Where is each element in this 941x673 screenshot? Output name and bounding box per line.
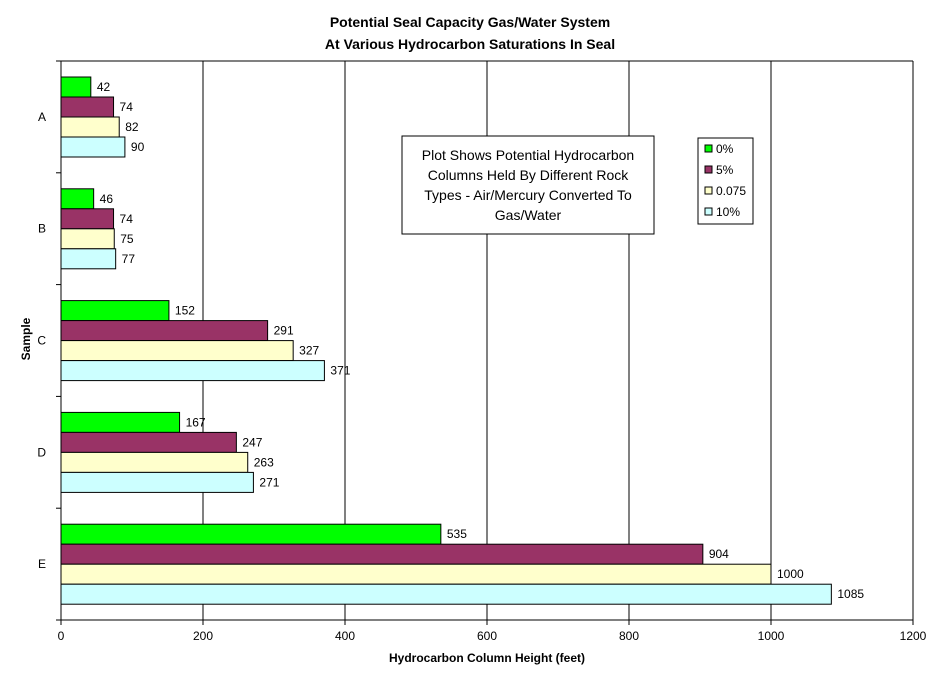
y-tick-label-B: B — [38, 222, 46, 236]
x-tick-label: 200 — [193, 629, 213, 643]
bar-C-0% — [60, 300, 170, 322]
bar-B-0.075 — [60, 228, 115, 250]
data-label: 1085 — [837, 587, 864, 601]
x-tick-label: 0 — [58, 629, 65, 643]
x-tick-label: 600 — [477, 629, 497, 643]
data-label: 263 — [254, 455, 274, 469]
data-label: 82 — [125, 120, 139, 134]
legend-swatch-10% — [704, 207, 713, 216]
bar-E-0.075 — [60, 563, 772, 585]
data-label: 327 — [299, 344, 319, 358]
bar-E-10% — [60, 583, 832, 605]
data-label: 90 — [131, 140, 145, 154]
axes: 0 200 400 600 800 1000 1200 A B C D E — [37, 60, 927, 643]
bar-B-5% — [60, 208, 115, 230]
bar-D-0.075 — [60, 451, 249, 473]
y-tick-label-D: D — [37, 445, 46, 459]
bar-E-0% — [60, 523, 442, 545]
annotation-line-2: Columns Held By Different Rock — [428, 167, 629, 183]
data-label: 74 — [120, 212, 134, 226]
annotation-line-4: Gas/Water — [495, 207, 562, 223]
annotation-line-1: Plot Shows Potential Hydrocarbon — [422, 147, 634, 163]
chart-subtitle: At Various Hydrocarbon Saturations In Se… — [325, 36, 615, 52]
bar-A-0.075 — [60, 116, 120, 138]
annotation-box: Plot Shows Potential Hydrocarbon Columns… — [401, 135, 655, 235]
x-tick-label: 1200 — [900, 629, 927, 643]
bar-C-5% — [60, 320, 269, 342]
data-label: 74 — [120, 100, 134, 114]
bar-A-5% — [60, 96, 115, 118]
data-labels: 42 74 82 90 46 74 75 77 152 291 327 371 167 247 263 271… — [97, 80, 865, 601]
legend-swatch-0% — [704, 144, 713, 153]
legend-label: 0.075 — [716, 184, 746, 198]
data-label: 291 — [274, 324, 294, 338]
bar-B-10% — [60, 248, 117, 270]
bar-D-5% — [60, 431, 237, 453]
bar-A-0% — [60, 76, 92, 98]
legend-swatch-0.075 — [704, 186, 713, 195]
data-label: 535 — [447, 527, 467, 541]
data-label: 1000 — [777, 567, 804, 581]
annotation-line-3: Types - Air/Mercury Converted To — [424, 187, 632, 203]
legend-label: 0% — [716, 142, 734, 156]
x-tick-label: 1000 — [758, 629, 785, 643]
legend-label: 10% — [716, 205, 740, 219]
data-label: 371 — [330, 364, 350, 378]
chart-title: Potential Seal Capacity Gas/Water System — [330, 14, 610, 30]
bar-C-10% — [60, 360, 325, 382]
data-label: 75 — [120, 232, 134, 246]
bar-E-5% — [60, 543, 704, 565]
data-label: 247 — [242, 435, 262, 449]
data-label: 42 — [97, 80, 111, 94]
legend-swatch-5% — [704, 165, 713, 174]
annotation-frame — [401, 135, 655, 235]
data-label: 46 — [100, 192, 114, 206]
data-label: 152 — [175, 304, 195, 318]
bar-C-0.075 — [60, 340, 294, 362]
legend-label: 5% — [716, 163, 734, 177]
y-tick-label-E: E — [38, 557, 46, 571]
data-label: 271 — [259, 475, 279, 489]
legend: 0% 5% 0.075 10% — [697, 137, 754, 225]
x-tick-label: 800 — [619, 629, 639, 643]
bars — [60, 76, 832, 605]
data-label: 77 — [122, 252, 136, 266]
data-label: 167 — [186, 415, 206, 429]
y-axis-title: Sample — [19, 317, 33, 360]
y-tick-label-C: C — [37, 334, 46, 348]
bar-B-0% — [60, 188, 95, 210]
bar-D-10% — [60, 471, 254, 493]
bar-A-10% — [60, 136, 126, 158]
y-tick-label-A: A — [38, 110, 46, 124]
x-tick-label: 400 — [335, 629, 355, 643]
x-axis-title: Hydrocarbon Column Height (feet) — [389, 651, 585, 665]
bar-D-0% — [60, 411, 181, 433]
data-label: 904 — [709, 547, 729, 561]
